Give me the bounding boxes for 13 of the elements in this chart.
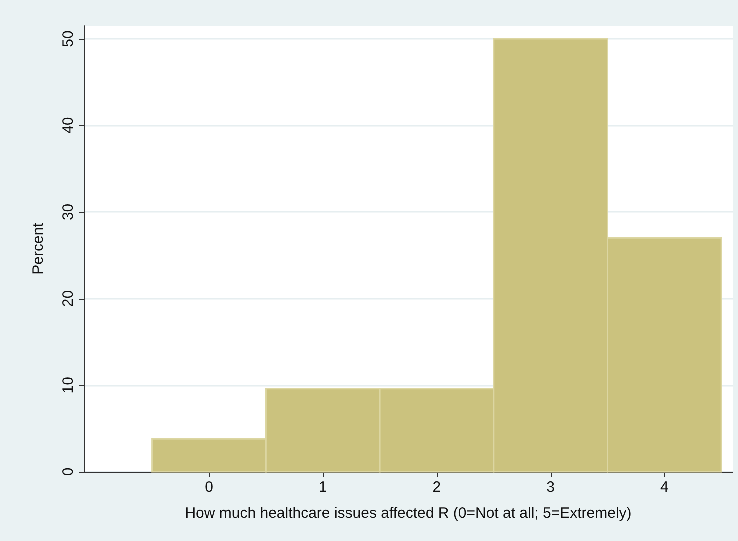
x-tick-label: 4 [660, 479, 669, 496]
y-tick-label: 30 [60, 204, 77, 221]
x-tick-label: 1 [318, 479, 328, 496]
y-tick-label: 10 [60, 377, 77, 394]
x-tick-label: 0 [205, 479, 214, 496]
y-tick-label: 40 [60, 117, 77, 134]
x-axis-title: How much healthcare issues affected R (0=Not at all; 5=Extremely) [185, 505, 632, 522]
x-tick-label: 2 [432, 479, 442, 496]
y-axis-title: Percent [30, 222, 47, 275]
x-tick-label: 3 [546, 479, 555, 496]
y-tick-label: 0 [60, 468, 77, 476]
y-tick-label: 20 [60, 290, 77, 308]
y-tick-label: 50 [60, 30, 77, 48]
